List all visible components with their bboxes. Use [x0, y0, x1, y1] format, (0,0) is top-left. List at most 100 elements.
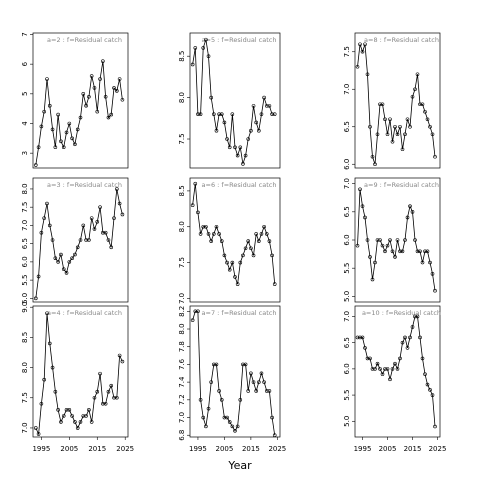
x-tick-label: 2025	[116, 445, 134, 453]
data-point	[368, 356, 372, 361]
y-tick-label: 6.0	[343, 159, 351, 170]
data-point	[190, 203, 195, 208]
data-point	[212, 232, 216, 236]
data-point	[206, 54, 211, 58]
x-tick-label: 2015	[242, 445, 260, 453]
plot-frame	[189, 177, 281, 303]
plot-frame	[189, 305, 281, 438]
data-point	[115, 89, 119, 93]
y-tick-label: 3	[21, 151, 29, 155]
data-point	[254, 232, 258, 236]
data-point	[415, 314, 420, 319]
data-point	[428, 388, 432, 392]
data-point	[413, 238, 417, 242]
data-point	[112, 86, 116, 90]
data-point	[403, 238, 407, 242]
data-point	[61, 145, 66, 150]
data-point	[418, 335, 422, 340]
data-point	[109, 383, 114, 388]
data-point	[117, 77, 122, 81]
data-point	[87, 94, 91, 99]
y-tick-label: 4	[21, 121, 29, 126]
data-point	[363, 42, 367, 47]
data-point	[233, 429, 237, 433]
data-point	[196, 112, 200, 116]
data-point	[365, 356, 370, 361]
data-point	[92, 227, 97, 231]
data-point	[400, 147, 405, 152]
data-point	[358, 187, 362, 192]
y-tick-label: 8.0	[178, 323, 186, 334]
series-line	[192, 310, 276, 436]
data-point	[92, 86, 97, 90]
data-point	[390, 139, 395, 144]
data-point	[378, 238, 382, 242]
data-point	[204, 424, 208, 429]
data-point	[238, 398, 243, 402]
data-point	[222, 415, 227, 420]
y-tick-label: 7.8	[178, 341, 186, 352]
data-point	[53, 389, 58, 394]
data-point	[241, 362, 245, 367]
data-point	[42, 377, 46, 382]
data-point	[373, 260, 377, 265]
y-tick-label: 7.5	[343, 46, 351, 57]
data-point	[267, 104, 272, 108]
data-point	[217, 389, 221, 393]
y-tick-label: 7.5	[178, 133, 186, 144]
data-point	[267, 389, 272, 393]
data-point	[73, 420, 77, 424]
data-point	[251, 253, 256, 258]
data-point	[418, 249, 422, 254]
plot-frame	[189, 32, 281, 169]
data-point	[415, 72, 420, 77]
y-tick-label: 5.0	[343, 416, 351, 427]
data-point	[75, 245, 80, 250]
x-tick-label: 2005	[60, 445, 78, 453]
data-point	[360, 335, 365, 340]
data-point	[109, 245, 114, 250]
data-point	[368, 255, 372, 259]
data-point	[410, 210, 415, 214]
data-point	[225, 415, 229, 420]
data-point	[233, 275, 237, 279]
y-tick-label: 7.2	[178, 394, 186, 405]
data-point	[201, 224, 206, 229]
data-point	[227, 420, 232, 424]
data-point	[238, 145, 243, 150]
y-tick-label: 8.0	[178, 221, 186, 232]
data-point	[380, 243, 385, 248]
data-point	[410, 325, 415, 329]
data-point	[270, 112, 274, 116]
y-tick-label: 6.5	[21, 238, 29, 249]
y-tick-label: 7.0	[21, 220, 29, 231]
data-point	[230, 424, 235, 429]
data-point	[214, 224, 219, 229]
data-point	[190, 318, 195, 322]
data-point	[101, 59, 105, 63]
series-line	[35, 188, 123, 299]
data-point	[358, 42, 362, 47]
y-tick-label: 7.4	[178, 376, 186, 388]
x-tick-label: 2015	[88, 445, 106, 453]
data-point	[433, 154, 437, 159]
data-point	[393, 361, 397, 366]
data-point	[403, 335, 407, 340]
data-point	[420, 102, 425, 107]
data-point	[84, 414, 88, 418]
data-point	[251, 104, 256, 108]
x-tick-label: 1995	[32, 445, 50, 453]
data-point	[47, 341, 52, 346]
data-point	[36, 145, 41, 150]
data-point	[95, 389, 100, 394]
data-point	[81, 92, 86, 96]
data-point	[103, 230, 108, 235]
data-point	[39, 124, 44, 129]
y-tick-label: 7.5	[21, 392, 29, 403]
data-point	[47, 103, 52, 108]
data-point	[117, 353, 122, 358]
data-point	[373, 162, 377, 167]
data-point	[204, 37, 208, 42]
series-line	[357, 189, 436, 291]
